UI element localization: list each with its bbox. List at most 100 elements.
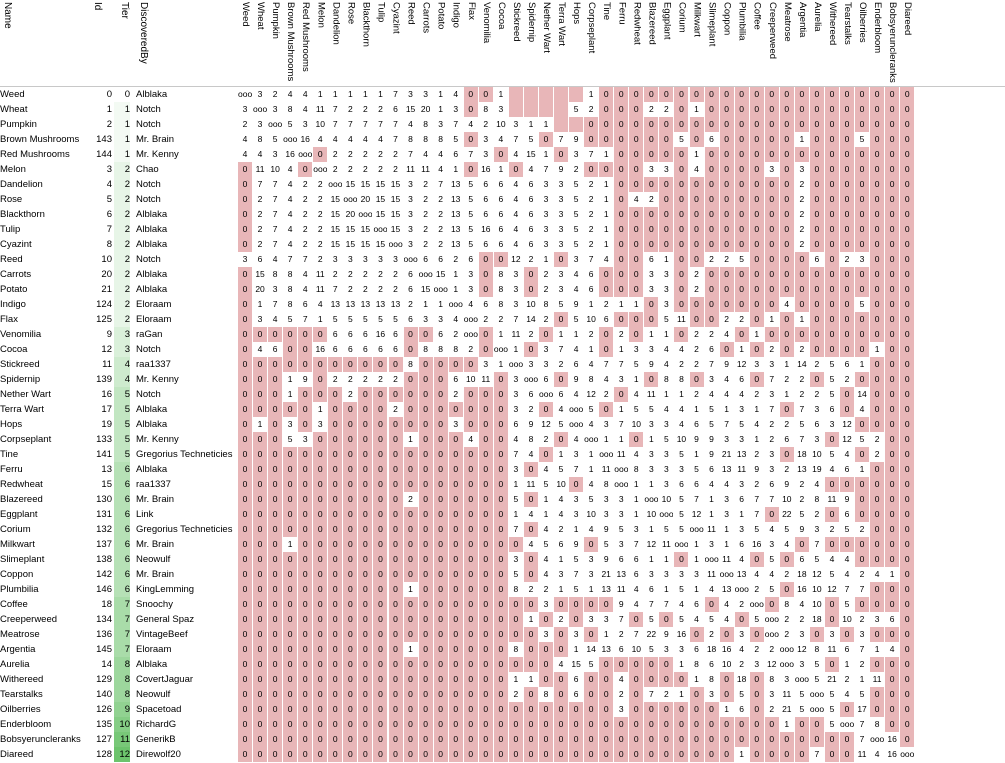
cell-value[interactable]: 0: [719, 282, 734, 297]
cell-value[interactable]: 4: [588, 419, 594, 429]
cell-value[interactable]: 0: [764, 747, 779, 762]
cell-value[interactable]: 0: [298, 462, 313, 477]
cell-value[interactable]: 0: [403, 447, 418, 462]
cell-value[interactable]: 3: [724, 494, 729, 504]
cell-value[interactable]: 0: [719, 177, 734, 192]
cell-tier[interactable]: 1: [114, 102, 130, 117]
cell-value[interactable]: 3: [664, 419, 669, 429]
cell-discovered-by[interactable]: Notch: [136, 389, 161, 400]
cell-value[interactable]: 0: [824, 207, 839, 222]
cell-value[interactable]: 4: [363, 134, 368, 144]
cell-value[interactable]: 0: [794, 732, 809, 747]
cell-value[interactable]: 0: [238, 207, 252, 222]
cell-value[interactable]: 3: [408, 209, 413, 219]
cell-value[interactable]: 0: [463, 132, 478, 147]
cell-value[interactable]: 0: [373, 552, 388, 567]
cell-id[interactable]: 124: [96, 299, 112, 310]
cell-value[interactable]: 12: [541, 419, 551, 429]
cell-value[interactable]: 0: [313, 732, 328, 747]
cell-value[interactable]: 0: [719, 147, 734, 162]
cell-value[interactable]: 0: [238, 282, 252, 297]
cell-value[interactable]: 0: [870, 132, 885, 147]
cell-value[interactable]: 0: [599, 597, 614, 612]
cell-value[interactable]: 7: [664, 599, 669, 609]
cell-value[interactable]: 0: [674, 117, 689, 132]
cell-value[interactable]: 0: [328, 642, 343, 657]
cell-value[interactable]: 0: [629, 147, 644, 162]
cell-value[interactable]: 8: [513, 584, 519, 594]
cell-value[interactable]: 2: [543, 269, 549, 279]
header-crop[interactable]: Milkwart: [690, 2, 704, 84]
cell-value[interactable]: 0: [779, 342, 794, 357]
cell-value[interactable]: 0: [283, 717, 298, 732]
cell-id[interactable]: 139: [96, 374, 112, 385]
cell-value[interactable]: 0: [599, 117, 614, 132]
cell-value[interactable]: 0: [779, 237, 794, 252]
cell-value[interactable]: 6: [799, 554, 805, 564]
cell-value[interactable]: 6: [739, 494, 744, 504]
cell-discovered-by[interactable]: Notch: [136, 104, 161, 115]
cell-tier[interactable]: 7: [114, 642, 130, 657]
cell-id[interactable]: 140: [96, 689, 112, 700]
cell-value[interactable]: 7: [558, 344, 564, 354]
cell-value[interactable]: 0: [373, 447, 388, 462]
cell-discovered-by[interactable]: Alblaka: [136, 419, 168, 430]
header-crop[interactable]: Tulip: [373, 2, 387, 84]
cell-value[interactable]: 3: [874, 614, 880, 624]
cell-value[interactable]: 1: [633, 479, 639, 489]
cell-value[interactable]: 2: [543, 284, 549, 294]
cell-value[interactable]: 16: [315, 344, 325, 354]
cell-value[interactable]: 0: [779, 747, 794, 762]
cell-id[interactable]: 146: [96, 584, 112, 595]
cell-value[interactable]: 0: [614, 732, 629, 747]
cell-tier[interactable]: 11: [114, 732, 130, 747]
cell-value[interactable]: 0: [749, 702, 764, 717]
cell-value[interactable]: 4: [332, 134, 338, 144]
cell-value[interactable]: 0: [870, 207, 885, 222]
cell-value[interactable]: 0: [343, 417, 358, 432]
cell-value[interactable]: 2: [799, 374, 805, 384]
cell-value[interactable]: 0: [840, 237, 854, 252]
cell-value[interactable]: 0: [764, 327, 779, 342]
cell-value[interactable]: 4: [633, 194, 639, 204]
header-crop[interactable]: Nether Wart: [539, 2, 553, 84]
cell-value[interactable]: 2: [363, 164, 368, 174]
cell-value[interactable]: 2: [874, 449, 880, 459]
cell-value[interactable]: 0: [328, 732, 343, 747]
cell-value[interactable]: 0: [629, 162, 644, 177]
cell-value[interactable]: 0: [900, 492, 915, 507]
cell-value[interactable]: 8: [423, 344, 428, 354]
cell-value[interactable]: 0: [523, 747, 538, 762]
cell-value[interactable]: 0: [885, 432, 900, 447]
cell-value[interactable]: ooo: [539, 389, 553, 399]
cell-value[interactable]: 0: [824, 432, 839, 447]
cell-name[interactable]: Corium: [0, 524, 31, 535]
cell-value[interactable]: 8: [287, 284, 293, 294]
header-crop[interactable]: Red Mushrooms: [298, 2, 312, 84]
cell-value[interactable]: 1: [588, 299, 594, 309]
cell-value[interactable]: 0: [855, 477, 870, 492]
cell-value[interactable]: 0: [343, 432, 358, 447]
cell-value[interactable]: 0: [749, 297, 764, 312]
cell-value[interactable]: 0: [343, 687, 358, 702]
cell-value[interactable]: 0: [599, 732, 614, 747]
cell-value[interactable]: 0: [463, 387, 478, 402]
cell-value[interactable]: 0: [493, 537, 508, 552]
cell-value[interactable]: 0: [584, 672, 599, 687]
cell-value[interactable]: 0: [313, 387, 328, 402]
cell-discovered-by[interactable]: Mr. Kenny: [136, 149, 179, 160]
cell-discovered-by[interactable]: Notch: [136, 179, 161, 190]
cell-value[interactable]: 0: [809, 117, 824, 132]
header-crop[interactable]: Cocoa: [494, 2, 508, 84]
cell-value[interactable]: 0: [809, 87, 824, 102]
cell-value[interactable]: 1: [528, 614, 534, 624]
cell-discovered-by[interactable]: raGan: [136, 329, 163, 340]
cell-value[interactable]: 5: [573, 104, 579, 114]
cell-value[interactable]: 0: [358, 687, 373, 702]
cell-value[interactable]: 0: [253, 462, 268, 477]
cell-value[interactable]: 9: [784, 479, 790, 489]
cell-value[interactable]: 1: [573, 329, 579, 339]
cell-value[interactable]: 0: [433, 462, 448, 477]
cell-value[interactable]: 6: [784, 434, 790, 444]
cell-value[interactable]: 0: [493, 582, 508, 597]
